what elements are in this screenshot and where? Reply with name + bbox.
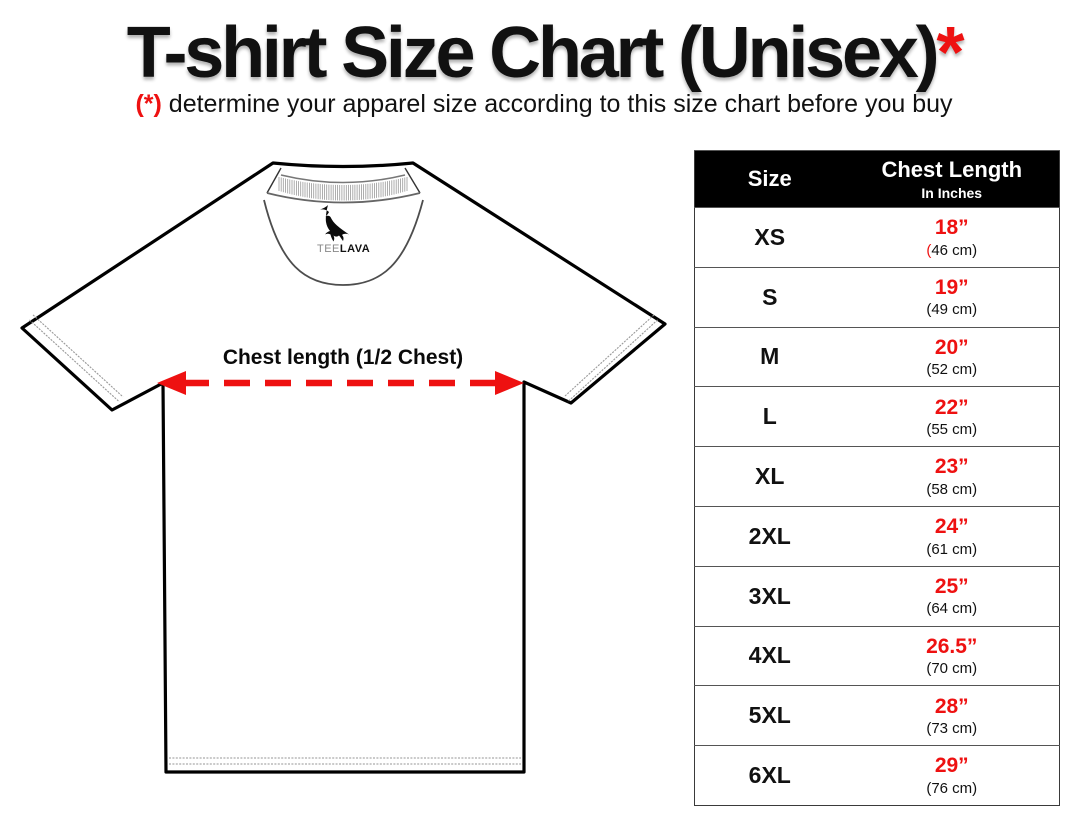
svg-text:TEELAVA: TEELAVA bbox=[317, 243, 370, 255]
svg-text:Chest length (1/2 Chest): Chest length (1/2 Chest) bbox=[223, 346, 463, 369]
